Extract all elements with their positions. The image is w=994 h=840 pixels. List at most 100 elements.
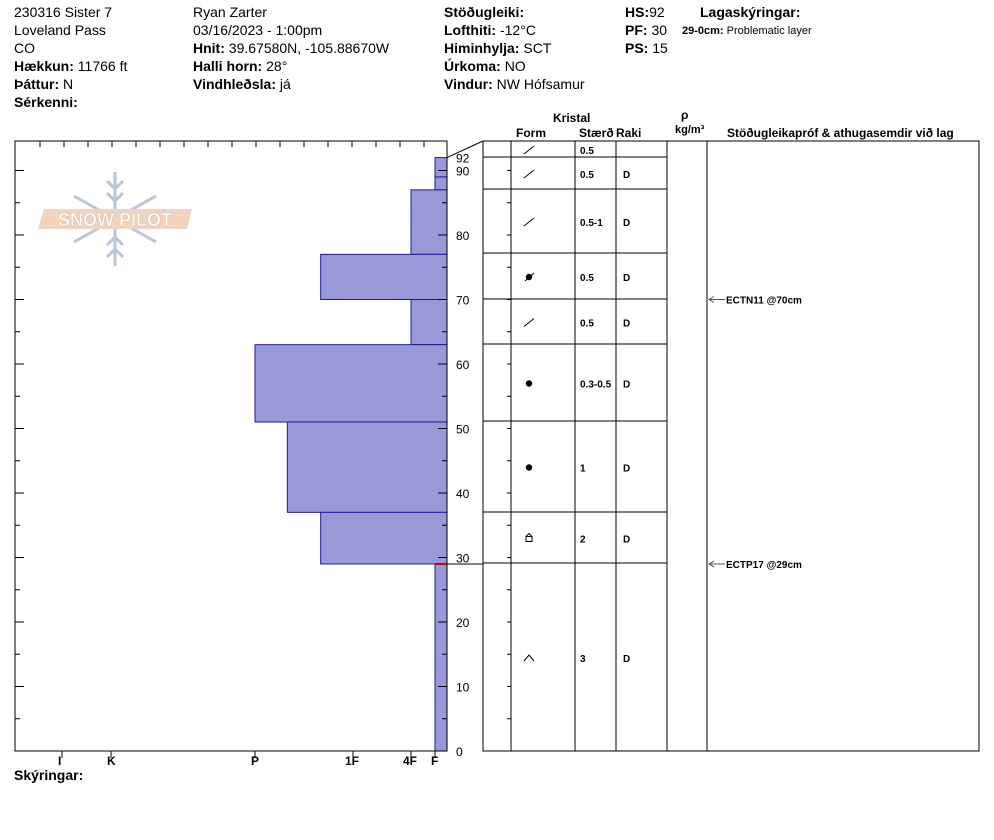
- coords-value: 39.67580N, -105.88670W: [228, 40, 390, 56]
- test-label: ECTP17 @29cm: [726, 560, 802, 571]
- layer-moisture: D: [623, 273, 630, 284]
- legend-item: 29-0cm: Problematic layer: [682, 23, 812, 39]
- depth-hoar-grain-icon: [523, 654, 535, 662]
- pf-field: PF: 30: [625, 22, 667, 38]
- depth-tick-label: 80: [456, 229, 470, 243]
- layer-moisture: D: [623, 654, 630, 665]
- layer-moisture: D: [623, 218, 630, 229]
- hardness-tick-label: 4F: [403, 754, 417, 768]
- wind-load-value: já: [279, 76, 291, 92]
- stability-label: Stöðugleiki:: [444, 4, 525, 20]
- test-arrow-head: [708, 296, 715, 303]
- wind-value: NW Hófsamur: [496, 76, 585, 92]
- rounded-grain-dot: [525, 380, 533, 387]
- rounding-faceted-stroke: [524, 272, 535, 282]
- hs-label: HS:: [625, 4, 650, 20]
- features-label: Sérkenni:: [14, 94, 78, 110]
- layer-size: 2: [580, 535, 586, 546]
- hs-field: HS:92: [625, 4, 665, 20]
- location: Loveland Pass: [14, 22, 106, 38]
- ps-field: PS: 15: [625, 40, 668, 56]
- decomposing-grain-stroke: [523, 145, 535, 155]
- precip-field: Úrkoma: NO: [444, 58, 526, 74]
- size-header: Stærð: [579, 126, 614, 140]
- depth-tick-label: 40: [456, 487, 470, 501]
- layer-moisture: D: [623, 464, 630, 475]
- faceted-grain-square: [525, 536, 533, 542]
- depth-tick-label: 92: [456, 152, 470, 166]
- decomposing-grain-stroke: [523, 217, 535, 227]
- hardness-bar: [320, 253, 448, 301]
- depth-tick-label: 90: [456, 165, 470, 179]
- coords-field: Hnit: 39.67580N, -105.88670W: [193, 40, 389, 56]
- layer-size: 0.5: [580, 146, 594, 157]
- ps-label: PS:: [625, 40, 649, 56]
- wind-load-field: Vindhleðsla: já: [193, 76, 291, 92]
- hardness-tick-label: K: [107, 754, 116, 768]
- hardness-bar: [410, 189, 448, 255]
- layer-size: 0.5: [580, 273, 594, 284]
- sky-label: Himinhylja:: [444, 40, 520, 56]
- layer-moisture: D: [623, 319, 630, 330]
- rounded-grain-dot: [525, 464, 533, 471]
- aspect-label: Þáttur:: [14, 76, 60, 92]
- rounded-grain-icon: [525, 464, 533, 471]
- wind-load-label: Vindhleðsla:: [193, 76, 276, 92]
- depth-tick-label: 50: [456, 423, 470, 437]
- airtemp-label: Lofthiti:: [444, 22, 497, 38]
- layer-size: 0.5: [580, 319, 594, 330]
- slope-field: Halli horn: 28°: [193, 58, 287, 74]
- depth-tick-label: 30: [456, 552, 470, 566]
- state: CO: [14, 40, 35, 56]
- decomposing-grain-stroke: [523, 318, 535, 327]
- decomposing-grain-icon: [523, 318, 535, 327]
- layer-size: 0.5-1: [580, 218, 603, 229]
- airtemp-field: Lofthiti: -12°C: [444, 22, 536, 38]
- layer-size: 3: [580, 654, 586, 665]
- ps-value: 15: [652, 40, 668, 56]
- hardness-bar: [434, 563, 448, 752]
- elevation-field: Hækkun: 11766 ft: [14, 58, 127, 74]
- sky-field: Himinhylja: SCT: [444, 40, 551, 56]
- hardness-tick-label: F: [431, 754, 438, 768]
- plot-frame: [14, 140, 448, 752]
- precip-value: NO: [504, 58, 526, 74]
- hardness-bar: [434, 176, 448, 191]
- slope-label: Halli horn:: [193, 58, 263, 74]
- layer-size: 1: [580, 464, 586, 475]
- depth-hoar-caret: [523, 654, 535, 662]
- test-arrow-head: [708, 560, 715, 568]
- wind-field: Vindur: NW Hófsamur: [444, 76, 585, 92]
- density-unit-header: kg/m³: [675, 124, 705, 136]
- sky-value: SCT: [523, 40, 552, 56]
- elevation-value: 11766 ft: [77, 58, 128, 74]
- rho-header: ρ: [681, 108, 689, 122]
- notes-label: Skýringar:: [14, 767, 84, 783]
- decomposing-grain-icon: [523, 145, 535, 155]
- rounded-grain-icon: [525, 380, 533, 387]
- moisture-header: Raki: [616, 126, 642, 140]
- tests-header: Stöðugleikapróf & athugasemdir við lag: [727, 126, 954, 140]
- site-name: 230316 Sister 7: [14, 4, 113, 20]
- hardness-bar: [286, 421, 448, 513]
- decomposing-grain-stroke: [523, 169, 535, 179]
- depth-tick-label: 10: [456, 681, 470, 695]
- faceted-grain-tip: [528, 533, 533, 537]
- depth-tick-label: 0: [456, 745, 463, 759]
- wind-label: Vindur:: [444, 76, 493, 92]
- legend-title: Lagaskýringar:: [700, 4, 801, 20]
- obs-datetime: 03/16/2023 - 1:00pm: [193, 22, 323, 38]
- layer-table-frame: [482, 140, 980, 752]
- depth-tick-label: 60: [456, 358, 470, 372]
- hs-value: 92: [649, 4, 665, 20]
- rounding-faceted-grain-icon: [524, 272, 535, 282]
- faceted-grain-tip: [525, 533, 530, 537]
- layer-moisture: D: [623, 170, 630, 181]
- hardness-bar: [434, 157, 448, 178]
- layer-moisture: D: [623, 380, 630, 391]
- hardness-bar: [320, 511, 448, 565]
- hardness-tick-label: P: [251, 754, 259, 768]
- legend-item-range: 29-0cm:: [682, 25, 724, 37]
- decomposing-grain-icon: [523, 169, 535, 179]
- observer-name: Ryan Zarter: [193, 4, 267, 20]
